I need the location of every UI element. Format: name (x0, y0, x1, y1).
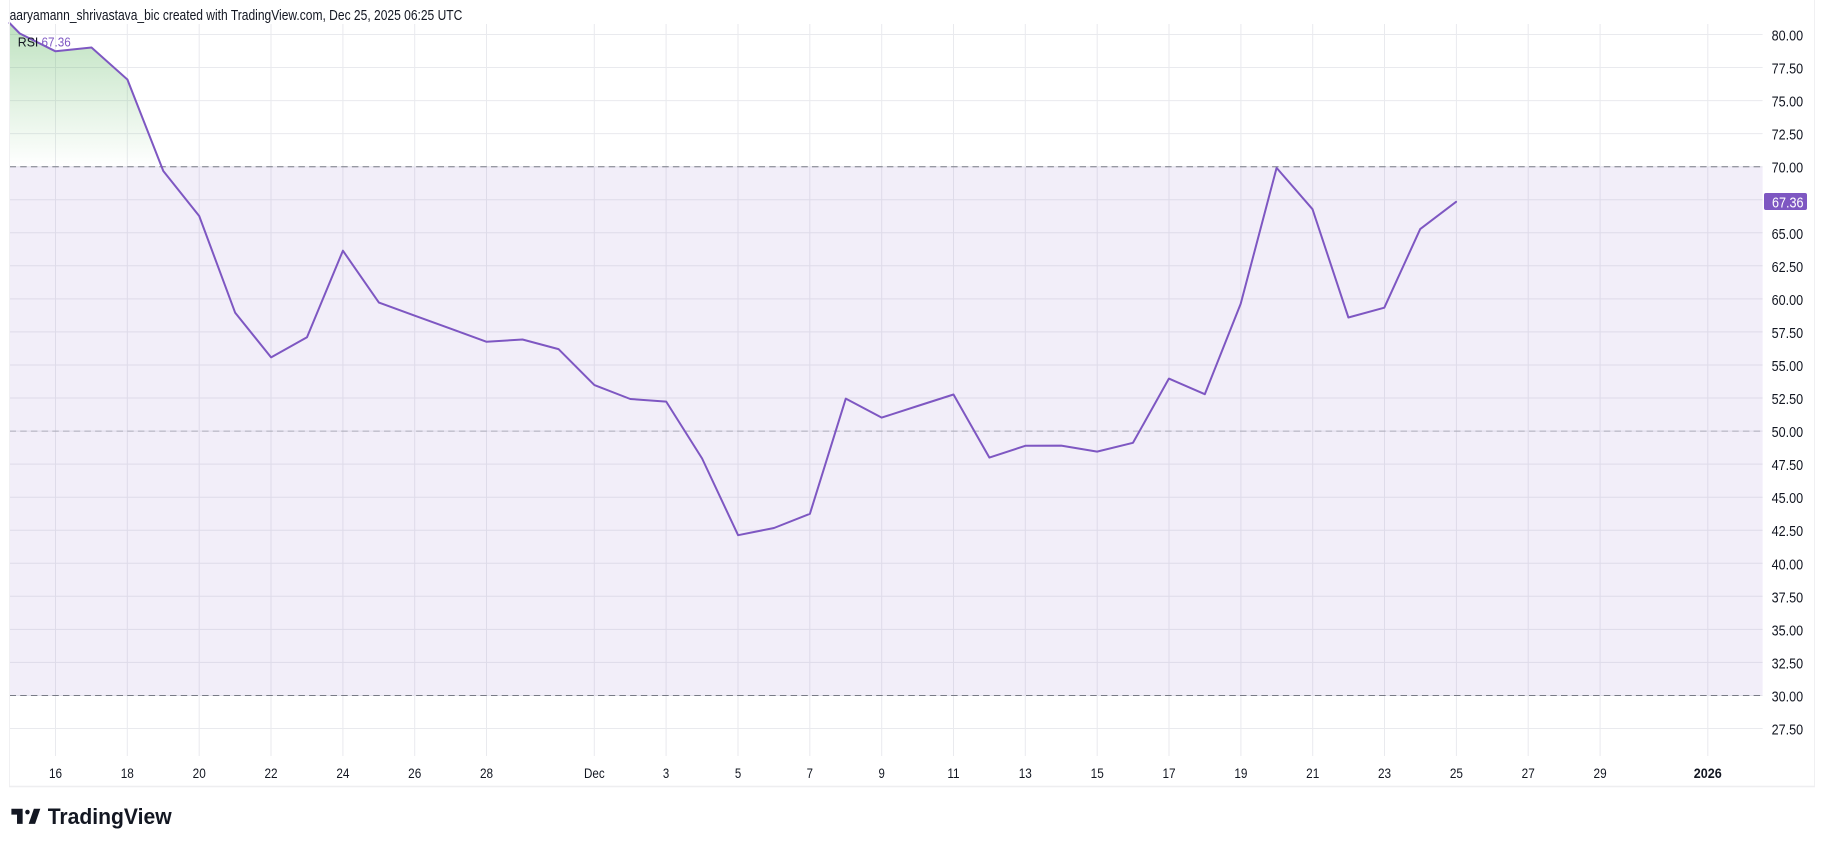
svg-text:28: 28 (480, 766, 493, 781)
svg-text:65.00: 65.00 (1772, 225, 1804, 242)
svg-text:45.00: 45.00 (1772, 489, 1804, 506)
svg-text:50.00: 50.00 (1772, 423, 1804, 440)
svg-text:32.50: 32.50 (1772, 654, 1804, 671)
svg-text:47.50: 47.50 (1772, 456, 1804, 473)
svg-text:16: 16 (49, 766, 62, 781)
svg-text:75.00: 75.00 (1772, 93, 1804, 110)
svg-text:67.36: 67.36 (42, 35, 71, 50)
svg-text:TradingView: TradingView (48, 803, 172, 829)
svg-text:80.00: 80.00 (1772, 26, 1804, 43)
svg-text:37.50: 37.50 (1772, 588, 1804, 605)
svg-text:60.00: 60.00 (1772, 291, 1804, 308)
svg-text:9: 9 (879, 766, 885, 781)
svg-text:18: 18 (121, 766, 134, 781)
svg-text:40.00: 40.00 (1772, 555, 1804, 572)
svg-text:11: 11 (947, 766, 959, 781)
svg-text:52.50: 52.50 (1772, 390, 1804, 407)
svg-text:27.50: 27.50 (1772, 720, 1804, 737)
svg-text:77.50: 77.50 (1772, 59, 1804, 76)
svg-text:26: 26 (408, 766, 421, 781)
svg-text:29: 29 (1594, 766, 1607, 781)
svg-text:17: 17 (1162, 766, 1175, 781)
svg-text:67.36: 67.36 (1772, 193, 1804, 210)
svg-text:30.00: 30.00 (1772, 687, 1804, 704)
svg-text:35.00: 35.00 (1772, 621, 1804, 638)
svg-text:70.00: 70.00 (1772, 159, 1804, 176)
svg-text:42.50: 42.50 (1772, 522, 1804, 539)
svg-text:7: 7 (807, 766, 813, 781)
svg-text:2026: 2026 (1694, 766, 1722, 781)
svg-text:55.00: 55.00 (1772, 357, 1804, 374)
svg-text:24: 24 (336, 766, 349, 781)
svg-text:3: 3 (663, 766, 669, 781)
svg-text:20: 20 (193, 766, 206, 781)
svg-text:19: 19 (1234, 766, 1247, 781)
svg-text:57.50: 57.50 (1772, 324, 1804, 341)
svg-text:72.50: 72.50 (1772, 126, 1804, 143)
svg-text:Dec: Dec (584, 766, 605, 781)
svg-text:62.50: 62.50 (1772, 258, 1804, 275)
svg-text:27: 27 (1522, 766, 1535, 781)
svg-text:21: 21 (1306, 766, 1319, 781)
svg-text:5: 5 (735, 766, 741, 781)
svg-text:25: 25 (1450, 766, 1463, 781)
svg-text:23: 23 (1378, 766, 1391, 781)
svg-text:aaryamann_shrivastava_bic crea: aaryamann_shrivastava_bic created with T… (10, 7, 463, 24)
svg-text:15: 15 (1091, 766, 1104, 781)
svg-text:13: 13 (1019, 766, 1032, 781)
svg-text:RSI: RSI (18, 35, 39, 49)
svg-text:22: 22 (264, 766, 277, 781)
